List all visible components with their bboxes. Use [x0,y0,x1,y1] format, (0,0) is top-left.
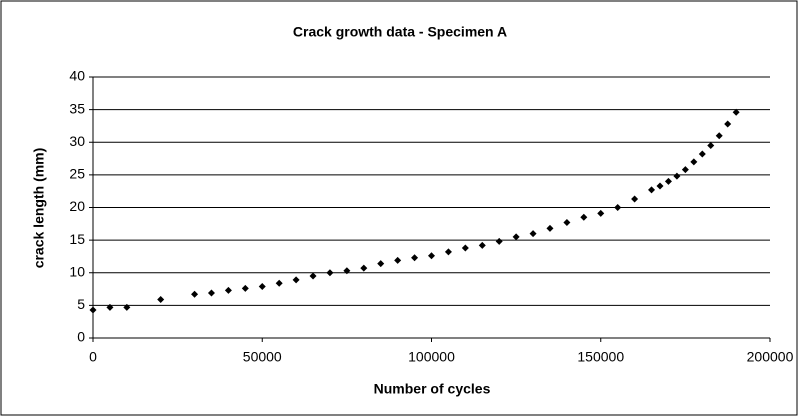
data-point [681,166,689,174]
data-point [478,241,486,249]
data-point [546,224,554,232]
x-tick-label: 100000 [408,349,455,365]
y-tick-label: 40 [69,68,85,84]
y-tick-label: 35 [69,100,85,116]
data-point [512,233,520,241]
data-point [444,248,452,256]
data-point [690,158,698,166]
data-point [614,204,622,211]
y-tick-label: 30 [69,133,85,149]
x-tick-label: 200000 [747,349,794,365]
data-point [89,306,97,314]
y-tick-label: 10 [69,263,85,279]
data-point [648,186,656,194]
data-point [656,182,664,190]
data-point [724,120,732,128]
x-tick-label: 150000 [577,349,624,365]
y-tick-label: 5 [77,296,85,312]
data-point [309,272,317,280]
data-point [343,267,351,275]
data-point [394,256,402,264]
data-point [241,284,249,292]
y-tick-label: 15 [69,231,85,247]
data-point [707,142,715,150]
data-point [191,290,199,298]
data-point [529,230,537,238]
data-point [106,303,114,311]
data-point [411,254,419,262]
data-point [563,219,571,227]
y-axis-label: crack length (mm) [31,148,47,269]
y-tick-label: 25 [69,166,85,182]
data-point [258,282,266,290]
data-point [495,237,503,245]
data-point [673,172,681,180]
x-tick-label: 0 [89,349,97,365]
data-point [292,276,300,284]
x-axis-label: Number of cycles [374,381,491,397]
data-point [275,279,283,287]
data-point [698,150,706,158]
data-point [664,177,672,185]
y-tick-label: 20 [69,198,85,214]
data-point [360,264,368,272]
data-point [224,286,232,294]
data-point [428,252,435,260]
data-point [207,289,215,297]
data-point [732,108,740,116]
data-point [461,244,469,252]
chart-title: Crack growth data - Specimen A [293,24,507,40]
data-point [377,260,385,268]
x-tick-label: 50000 [243,349,282,365]
data-point [631,195,639,203]
data-point [123,303,131,311]
data-point [157,296,165,304]
data-point [597,209,605,217]
data-point [326,269,334,277]
data-point [580,213,588,221]
data-point [715,132,723,140]
y-tick-label: 0 [77,329,85,345]
